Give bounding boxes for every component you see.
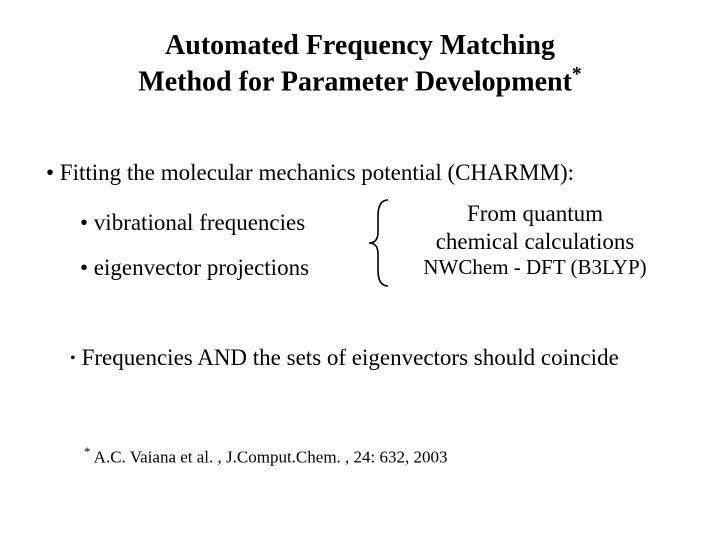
source-line2: chemical calculations <box>400 228 670 256</box>
bullet-dot-icon: • <box>70 350 76 367</box>
curly-bracket-icon <box>366 198 396 288</box>
source-line1: From quantum <box>400 200 670 228</box>
bullet-conclusion: • Frequencies AND the sets of eigenvector… <box>70 345 690 371</box>
title-line1: Automated Frequency Matching <box>165 30 555 61</box>
slide-title: Automated Frequency Matching Method for … <box>0 28 720 99</box>
bullet-sub-vibrational: • vibrational frequencies <box>80 210 305 236</box>
bullet-main-fitting: • Fitting the molecular mechanics potent… <box>46 160 686 186</box>
conclusion-text: Frequencies AND the sets of eigenvectors… <box>82 345 619 370</box>
footnote: * A.C. Vaiana et al. , J.Comput.Chem. , … <box>84 445 448 468</box>
title-line2: Method for Parameter Development <box>138 66 572 97</box>
bullet-sub-eigenvector: • eigenvector projections <box>80 255 309 281</box>
footnote-text: A.C. Vaiana et al. , J.Comput.Chem. , 24… <box>90 448 447 467</box>
source-block: From quantum chemical calculations NWChe… <box>400 200 670 280</box>
slide: Automated Frequency Matching Method for … <box>0 0 720 540</box>
source-line3: NWChem - DFT (B3LYP) <box>400 255 670 280</box>
title-superscript: * <box>572 64 582 85</box>
